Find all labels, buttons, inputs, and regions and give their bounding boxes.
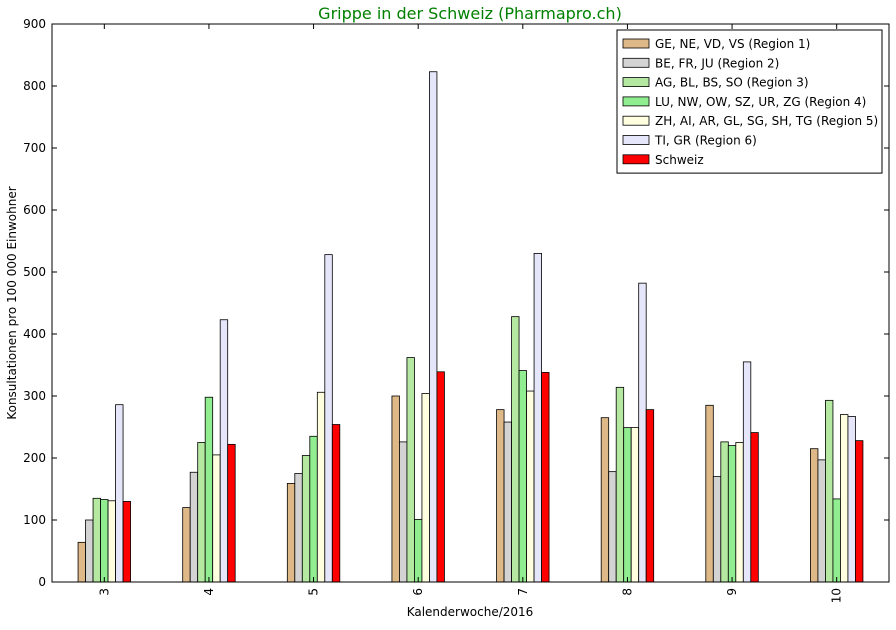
y-tick-label: 600	[23, 203, 46, 217]
bar	[727, 445, 737, 583]
bar	[840, 414, 849, 583]
chart-title: Grippe in der Schweiz (Pharmapro.ch)	[318, 4, 622, 23]
bar	[399, 441, 408, 583]
legend-label: TI, GR (Region 6)	[654, 134, 757, 148]
plot-frame	[51, 23, 890, 583]
bar	[406, 357, 415, 583]
bar	[496, 409, 505, 583]
bar	[518, 370, 527, 583]
bar	[122, 500, 131, 583]
bar	[638, 282, 647, 583]
bar	[735, 442, 744, 583]
bar	[197, 442, 206, 583]
bar	[324, 254, 333, 583]
bar	[705, 404, 714, 583]
legend-label: Schweiz	[655, 153, 704, 167]
bar	[294, 473, 303, 583]
legend-swatch	[622, 115, 650, 126]
bar	[309, 435, 318, 583]
x-tick-label: 7	[516, 588, 530, 596]
bar	[742, 361, 752, 583]
x-tick-label: 9	[725, 588, 739, 596]
bar	[414, 518, 423, 583]
bar	[212, 454, 221, 583]
bar	[331, 424, 341, 583]
bars-layer	[77, 71, 864, 583]
legend-label: LU, NW, OW, SZ, UR, ZG (Region 4)	[655, 95, 866, 109]
y-axis: 0 100 200 300 400 500 600 700 800 900	[23, 17, 889, 589]
bar	[436, 371, 445, 583]
bar	[817, 459, 826, 583]
x-tick-label: 5	[307, 588, 321, 596]
bar	[286, 483, 296, 583]
bar	[85, 519, 94, 583]
legend-label: AG, BL, BS, SO (Region 3)	[655, 76, 809, 90]
y-tick-label: 100	[23, 513, 46, 527]
bar	[429, 71, 438, 583]
y-tick-label: 800	[23, 79, 46, 93]
x-tick-label: 3	[97, 588, 111, 596]
legend-label: BE, FR, JU (Region 2)	[655, 56, 779, 70]
bar	[316, 391, 326, 583]
bar	[511, 316, 520, 583]
bar	[608, 471, 617, 583]
y-tick-label: 300	[23, 389, 46, 403]
bar	[600, 417, 610, 583]
bar	[855, 440, 864, 583]
bar	[750, 432, 759, 583]
legend-label: GE, NE, VD, VS (Region 1)	[655, 37, 810, 51]
bar	[825, 399, 834, 583]
bar	[630, 427, 640, 583]
legend-swatch	[622, 38, 650, 49]
y-tick-label: 400	[23, 327, 46, 341]
x-axis: 3 4 5 6 7 8 9 10	[97, 24, 844, 603]
bar	[623, 427, 632, 583]
x-tick-label: 10	[830, 588, 844, 603]
legend: GE, NE, VD, VS (Region 1) BE, FR, JU (Reg…	[616, 29, 883, 174]
bar	[810, 448, 819, 583]
legend-label: ZH, AI, AR, GL, SG, SH, TG (Region 5)	[655, 114, 878, 128]
y-axis-label: Konsultationen pro 100 000 Einwohner	[5, 186, 19, 419]
bar	[421, 393, 430, 583]
legend-swatch	[622, 77, 650, 87]
bar	[115, 404, 124, 583]
bar	[832, 498, 841, 583]
legend-swatch	[622, 135, 650, 145]
bar	[77, 541, 86, 583]
bar	[107, 500, 116, 583]
bar	[720, 441, 729, 583]
x-tick-label: 6	[411, 588, 425, 596]
bar	[100, 499, 109, 583]
legend-swatch	[622, 154, 650, 165]
legend-swatch	[622, 96, 650, 107]
y-tick-label: 0	[38, 575, 46, 589]
bar	[645, 409, 655, 583]
bar	[712, 476, 722, 583]
legend-swatch	[622, 57, 650, 68]
y-tick-label: 700	[23, 141, 46, 155]
bar	[227, 443, 236, 583]
y-tick-label: 500	[23, 265, 46, 279]
y-tick-label: 200	[23, 451, 46, 465]
bar	[533, 252, 542, 583]
bar	[301, 455, 311, 583]
bar	[503, 421, 512, 583]
bar	[615, 386, 625, 583]
bar	[189, 471, 199, 583]
bar	[92, 497, 101, 583]
x-tick-label: 8	[620, 588, 634, 596]
bar	[182, 507, 191, 583]
legend-box	[616, 29, 883, 174]
bar	[847, 416, 856, 583]
bar	[204, 396, 214, 583]
bar	[526, 390, 535, 583]
x-axis-label: Kalenderwoche/2016	[407, 605, 534, 619]
bar	[541, 372, 550, 583]
y-tick-label: 900	[23, 17, 46, 31]
bar	[219, 319, 229, 583]
x-tick-label: 4	[202, 588, 216, 596]
bar	[391, 395, 400, 583]
